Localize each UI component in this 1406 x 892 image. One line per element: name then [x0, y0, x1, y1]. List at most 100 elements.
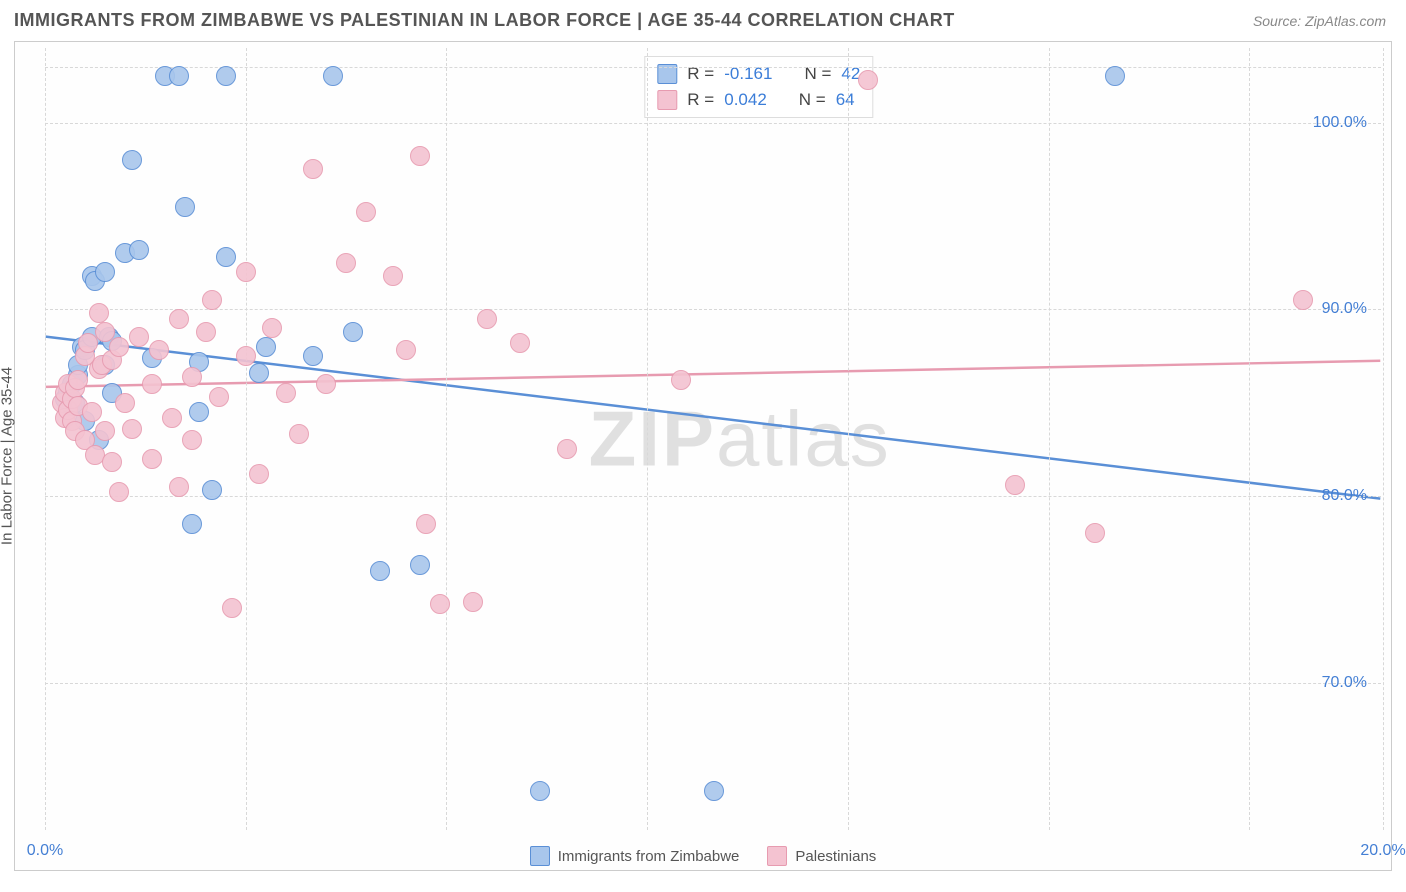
scatter-point-palestinians — [102, 452, 122, 472]
chart-container: ZIPatlas R =-0.161N =42R =0.042N =64 70.… — [14, 41, 1392, 871]
gridline-vertical — [1249, 48, 1250, 830]
scatter-point-palestinians — [1085, 523, 1105, 543]
legend-label: Immigrants from Zimbabwe — [558, 848, 740, 865]
scatter-point-palestinians — [142, 374, 162, 394]
y-tick-label: 70.0% — [1322, 674, 1367, 692]
scatter-point-palestinians — [1293, 290, 1313, 310]
legend-swatch-palestinians — [657, 90, 677, 110]
scatter-point-zimbabwe — [303, 346, 323, 366]
gridline-vertical — [1049, 48, 1050, 830]
gridline-vertical — [246, 48, 247, 830]
legend-item-palestinians: Palestinians — [767, 846, 876, 866]
scatter-point-zimbabwe — [182, 514, 202, 534]
r-label: R = — [687, 87, 714, 113]
legend-item-zimbabwe: Immigrants from Zimbabwe — [530, 846, 740, 866]
scatter-point-palestinians — [262, 318, 282, 338]
scatter-point-palestinians — [149, 340, 169, 360]
n-label: N = — [799, 87, 826, 113]
scatter-point-palestinians — [430, 594, 450, 614]
scatter-point-zimbabwe — [1105, 66, 1125, 86]
scatter-point-palestinians — [109, 482, 129, 502]
scatter-point-palestinians — [129, 327, 149, 347]
gridline-vertical — [848, 48, 849, 830]
scatter-point-zimbabwe — [95, 262, 115, 282]
scatter-point-palestinians — [115, 393, 135, 413]
scatter-point-zimbabwe — [169, 66, 189, 86]
scatter-point-palestinians — [383, 266, 403, 286]
scatter-point-palestinians — [249, 464, 269, 484]
scatter-point-zimbabwe — [122, 150, 142, 170]
scatter-point-palestinians — [858, 70, 878, 90]
watermark: ZIPatlas — [589, 394, 891, 485]
scatter-point-palestinians — [142, 449, 162, 469]
scatter-point-palestinians — [202, 290, 222, 310]
scatter-point-palestinians — [557, 439, 577, 459]
r-value: -0.161 — [724, 61, 772, 87]
source-attribution: Source: ZipAtlas.com — [1253, 13, 1386, 29]
y-tick-label: 90.0% — [1322, 300, 1367, 318]
scatter-point-zimbabwe — [216, 66, 236, 86]
y-axis-label: In Labor Force | Age 35-44 — [0, 367, 16, 545]
scatter-point-palestinians — [356, 202, 376, 222]
scatter-point-palestinians — [169, 309, 189, 329]
scatter-point-palestinians — [303, 159, 323, 179]
scatter-point-palestinians — [316, 374, 336, 394]
scatter-point-palestinians — [222, 598, 242, 618]
scatter-point-palestinians — [68, 370, 88, 390]
scatter-point-palestinians — [671, 370, 691, 390]
scatter-point-zimbabwe — [343, 322, 363, 342]
y-tick-label: 80.0% — [1322, 487, 1367, 505]
x-tick-label: 20.0% — [1360, 842, 1405, 860]
scatter-point-palestinians — [477, 309, 497, 329]
legend-label: Palestinians — [795, 848, 876, 865]
scatter-point-palestinians — [410, 146, 430, 166]
scatter-point-palestinians — [182, 430, 202, 450]
x-tick-label: 0.0% — [27, 842, 63, 860]
gridline-vertical — [1383, 48, 1384, 830]
r-label: R = — [687, 61, 714, 87]
scatter-point-zimbabwe — [175, 197, 195, 217]
scatter-point-palestinians — [82, 402, 102, 422]
scatter-point-palestinians — [396, 340, 416, 360]
scatter-point-palestinians — [463, 592, 483, 612]
scatter-point-palestinians — [289, 424, 309, 444]
scatter-point-zimbabwe — [323, 66, 343, 86]
plot-area: ZIPatlas R =-0.161N =42R =0.042N =64 70.… — [45, 48, 1381, 830]
correlation-legend: R =-0.161N =42R =0.042N =64 — [644, 56, 873, 118]
scatter-point-palestinians — [162, 408, 182, 428]
scatter-point-zimbabwe — [216, 247, 236, 267]
n-value: 64 — [836, 87, 855, 113]
scatter-point-palestinians — [196, 322, 216, 342]
scatter-point-palestinians — [276, 383, 296, 403]
y-tick-label: 100.0% — [1313, 114, 1367, 132]
scatter-point-zimbabwe — [704, 781, 724, 801]
scatter-point-palestinians — [89, 303, 109, 323]
r-value: 0.042 — [724, 87, 767, 113]
scatter-point-palestinians — [510, 333, 530, 353]
scatter-point-zimbabwe — [410, 555, 430, 575]
scatter-point-zimbabwe — [189, 402, 209, 422]
scatter-point-zimbabwe — [530, 781, 550, 801]
scatter-point-palestinians — [95, 421, 115, 441]
scatter-point-palestinians — [336, 253, 356, 273]
scatter-point-palestinians — [236, 262, 256, 282]
scatter-point-palestinians — [236, 346, 256, 366]
scatter-point-palestinians — [416, 514, 436, 534]
scatter-point-palestinians — [182, 367, 202, 387]
corr-legend-row-palestinians: R = 0.042 N = 64 — [657, 87, 860, 113]
scatter-point-zimbabwe — [256, 337, 276, 357]
scatter-point-palestinians — [209, 387, 229, 407]
legend-swatch-palestinians — [767, 846, 787, 866]
scatter-point-palestinians — [1005, 475, 1025, 495]
chart-title: IMMIGRANTS FROM ZIMBABWE VS PALESTINIAN … — [14, 10, 955, 31]
series-legend: Immigrants from Zimbabwe Palestinians — [15, 846, 1391, 866]
gridline-vertical — [647, 48, 648, 830]
scatter-point-palestinians — [169, 477, 189, 497]
n-label: N = — [804, 61, 831, 87]
gridline-vertical — [446, 48, 447, 830]
scatter-point-palestinians — [122, 419, 142, 439]
legend-swatch-zimbabwe — [530, 846, 550, 866]
scatter-point-zimbabwe — [249, 363, 269, 383]
scatter-point-palestinians — [109, 337, 129, 357]
scatter-point-zimbabwe — [129, 240, 149, 260]
